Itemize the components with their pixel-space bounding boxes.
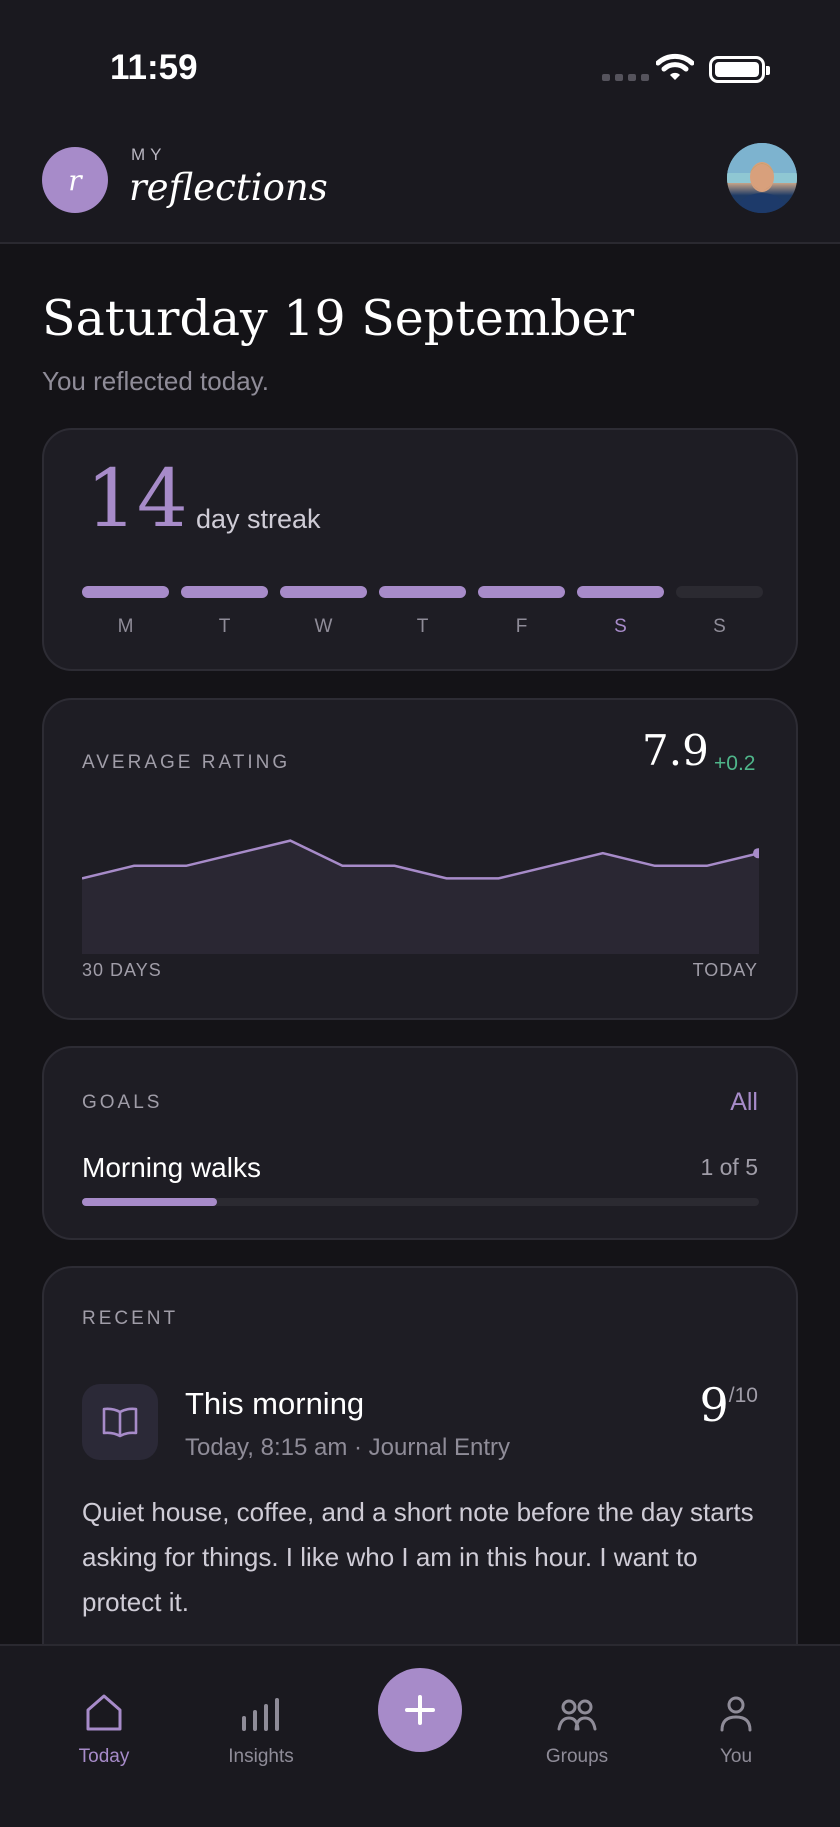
streak-bar <box>379 586 466 598</box>
chart-end-label: TODAY <box>692 960 758 980</box>
signal-icon <box>602 74 649 81</box>
tab-label: Today <box>78 1746 130 1767</box>
entry-text: Quiet house, coffee, and a short note be… <box>82 1497 754 1617</box>
weekday-label: T <box>416 616 429 637</box>
streak-bar <box>577 586 664 598</box>
recent-card: RECENT This morning Today, 8:15 am · Jou… <box>42 1266 798 1686</box>
goal-progress-text: 1 of 5 <box>700 1154 758 1180</box>
page-title: Saturday 19 September <box>42 290 635 347</box>
goal-progress-fill <box>82 1198 218 1206</box>
tab-you[interactable]: You <box>666 1682 806 1768</box>
reflection-status: You reflected today. <box>42 366 269 396</box>
streak-bars <box>82 586 763 598</box>
tab-label: You <box>719 1746 753 1767</box>
logo-icon: r <box>42 147 108 213</box>
tab-today[interactable]: Today <box>34 1682 174 1768</box>
wifi-icon <box>656 53 694 80</box>
tab-label: Insights <box>228 1746 294 1767</box>
goals-all-link[interactable]: All <box>730 1088 758 1116</box>
streak-label: day streak <box>196 504 321 534</box>
streak-bar <box>676 586 763 598</box>
rating-change: +0.2 <box>714 752 756 775</box>
weekday-label: S <box>713 616 726 637</box>
average-rating-card[interactable]: AVERAGE RATING 7.9 +0.2 30 DAYS TODAY <box>42 698 798 1020</box>
plus-icon <box>405 1695 435 1725</box>
weekday-label: S <box>614 616 627 637</box>
chart-area <box>82 840 759 954</box>
chart-last-point <box>753 848 759 859</box>
app-header: r MY reflections <box>0 130 840 244</box>
weekday-label: M <box>117 616 134 637</box>
add-reflection-button[interactable] <box>378 1668 462 1752</box>
streak-bar <box>181 586 268 598</box>
weekday-label: W <box>314 616 333 637</box>
profile-avatar[interactable] <box>727 143 797 213</box>
tab-insights[interactable]: Insights <box>191 1682 331 1768</box>
tab-groups[interactable]: Groups <box>507 1682 647 1768</box>
rating-title: AVERAGE RATING <box>82 752 291 773</box>
weekday-label: T <box>218 616 231 637</box>
recent-title: RECENT <box>82 1308 179 1329</box>
streak-bar <box>478 586 565 598</box>
chart-start-label: 30 DAYS <box>82 960 162 980</box>
streak-card[interactable]: 14 day streak M T W T F S S <box>42 428 798 671</box>
chart-line <box>82 839 759 880</box>
brand-name: reflections <box>129 166 328 209</box>
weekday-labels: M T W T F S S <box>82 616 763 638</box>
goals-title: GOALS <box>82 1092 163 1113</box>
rating-value: 7.9 <box>642 726 709 775</box>
entry-score-value: 9 <box>699 1378 729 1432</box>
book-icon <box>82 1384 158 1460</box>
streak-bar <box>280 586 367 598</box>
weekday-label: F <box>515 616 528 637</box>
tab-bar: Today Insights Groups <box>0 1644 840 1827</box>
streak-bar <box>82 586 169 598</box>
user-icon <box>720 1696 752 1732</box>
entry-score-max: /10 <box>728 1384 758 1407</box>
entry-meta: Today, 8:15 am · Journal Entry <box>185 1434 511 1461</box>
streak-count: 14 <box>86 452 188 545</box>
goals-card: GOALS All Morning walks 1 of 5 <box>42 1046 798 1240</box>
status-bar: 11:59 <box>0 0 840 130</box>
battery-icon <box>709 56 770 83</box>
tab-label: Groups <box>545 1746 609 1767</box>
entry-score: 9/10 <box>700 1378 758 1432</box>
home-icon <box>86 1694 122 1731</box>
entry-title[interactable]: This morning <box>185 1386 365 1421</box>
goal-progress-bar <box>82 1198 759 1206</box>
groups-icon <box>557 1699 597 1731</box>
bar-chart-icon <box>242 1698 279 1731</box>
goal-name[interactable]: Morning walks <box>82 1152 261 1183</box>
rating-chart <box>82 839 759 954</box>
status-time: 11:59 <box>110 48 198 87</box>
brand-prefix: MY <box>131 145 167 164</box>
